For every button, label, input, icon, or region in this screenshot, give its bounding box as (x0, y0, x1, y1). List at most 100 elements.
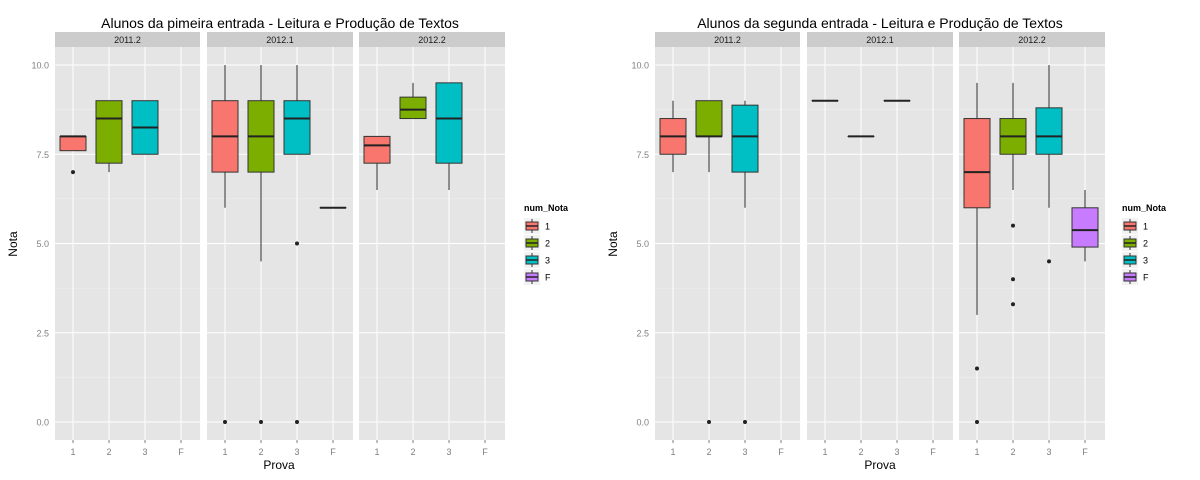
box-2 (695, 100, 723, 424)
x-tick-label: F (930, 447, 936, 457)
facet-strip (959, 32, 1105, 47)
x-tick-label: 3 (446, 447, 451, 457)
facet-strip-label: 2012.1 (266, 35, 294, 45)
box-body (435, 82, 463, 164)
x-axis-label: Prova (263, 458, 295, 472)
legend-key-F: F (1122, 269, 1149, 285)
x-tick-label: 2 (106, 447, 111, 457)
x-tick-label: 2 (1010, 447, 1015, 457)
box-3 (283, 65, 311, 424)
legend-key-3: 3 (524, 252, 550, 268)
x-tick-label: 2 (858, 447, 863, 457)
box-1 (59, 135, 87, 175)
legend-key-1: 1 (524, 218, 550, 234)
facet-strip (55, 32, 200, 47)
facet-strip-label: 2012.1 (866, 35, 894, 45)
legend-label: F (1143, 273, 1149, 283)
outlier-point (743, 420, 747, 424)
x-tick-label: 3 (1046, 447, 1051, 457)
x-tick-label: 1 (822, 447, 827, 457)
x-tick-label: F (778, 447, 784, 457)
x-tick-label: 2 (706, 447, 711, 457)
facet-strip-label: 2012.2 (418, 35, 446, 45)
outlier-point (1011, 277, 1015, 282)
box-body (695, 100, 723, 137)
outlier-point (1011, 302, 1015, 307)
box-1 (211, 65, 239, 424)
box-body (59, 135, 87, 152)
box-body (363, 135, 391, 164)
facet-2012.2: 2012.2 1 2 3 F (359, 32, 505, 457)
box-body (1035, 107, 1063, 155)
x-tick-label: 3 (894, 447, 899, 457)
legend-label: 3 (545, 256, 550, 266)
x-tick-label: 3 (142, 447, 147, 457)
facet-strip-label: 2011.2 (114, 35, 141, 45)
box-body (731, 104, 759, 173)
legend-label: 1 (545, 222, 550, 232)
x-tick-label: 1 (222, 447, 227, 457)
legend-label: 1 (1143, 222, 1148, 232)
outlier-point (223, 420, 227, 424)
facet-strip-label: 2012.2 (1018, 35, 1046, 45)
chart-1: Alunos da pimeira entrada - Leitura e Pr… (6, 15, 569, 472)
legend-title: num_Nota (1122, 203, 1167, 213)
x-tick-label: 2 (258, 447, 263, 457)
chart-2: Alunos da segunda entrada - Leitura e Pr… (606, 15, 1167, 472)
outlier-point (975, 366, 979, 371)
legend-key-2: 2 (1122, 235, 1148, 251)
y-tick-label: 0.0 (636, 418, 649, 428)
legend-label: 2 (1143, 239, 1148, 249)
x-tick-label: 2 (410, 447, 415, 457)
legend-key-3: 3 (1122, 252, 1148, 268)
x-tick-label: 1 (670, 447, 675, 457)
legend-title: num_Nota (524, 203, 569, 213)
chart-title: Alunos da pimeira entrada - Leitura e Pr… (101, 15, 459, 31)
x-tick-label: 1 (70, 447, 75, 457)
outlier-point (71, 170, 75, 175)
legend: num_Nota 1 2 3 F (524, 203, 569, 285)
box-1 (363, 135, 391, 190)
y-tick-label: 2.5 (636, 328, 649, 338)
legend-label: 2 (545, 239, 550, 249)
y-axis-label: Nota (6, 231, 20, 257)
box-body (95, 100, 123, 164)
box-3 (1035, 65, 1063, 264)
box-F (1071, 189, 1099, 262)
x-tick-label: 1 (974, 447, 979, 457)
outlier-point (1047, 259, 1051, 264)
facet-strip (655, 32, 800, 47)
y-tick-label: 5.0 (636, 239, 649, 249)
box-body (1071, 207, 1099, 248)
legend-key-1: 1 (1122, 218, 1148, 234)
facet-2012.2: 2012.2 1 2 3 F (959, 32, 1105, 457)
x-tick-label: 1 (374, 447, 379, 457)
x-tick-label: F (178, 447, 184, 457)
x-tick-label: 3 (742, 447, 747, 457)
x-tick-label: F (330, 447, 336, 457)
y-tick-label: 7.5 (36, 150, 49, 160)
facet-strip (207, 32, 353, 47)
y-tick-label: 10.0 (631, 61, 649, 71)
legend-key-F: F (524, 269, 551, 285)
outlier-point (295, 241, 299, 246)
legend: num_Nota 1 2 3 F (1122, 203, 1167, 285)
x-tick-label: F (482, 447, 488, 457)
box-body (283, 100, 311, 155)
box-1 (659, 100, 687, 173)
facet-2012.1: 2012.1 1 2 3 F (207, 32, 353, 457)
y-tick-label: 0.0 (36, 418, 49, 428)
box-2 (247, 65, 275, 424)
box-3 (731, 100, 759, 424)
x-tick-label: 3 (294, 447, 299, 457)
facet-2012.1: 2012.1 1 2 3 F (807, 32, 953, 457)
outlier-point (259, 420, 263, 424)
outlier-point (975, 420, 979, 424)
facet-strip-label: 2011.2 (714, 35, 741, 45)
facet-2011.2: 2011.2 1 2 3 F (655, 32, 800, 457)
box-body (399, 96, 427, 120)
box-3 (131, 100, 159, 155)
y-tick-label: 2.5 (36, 328, 49, 338)
